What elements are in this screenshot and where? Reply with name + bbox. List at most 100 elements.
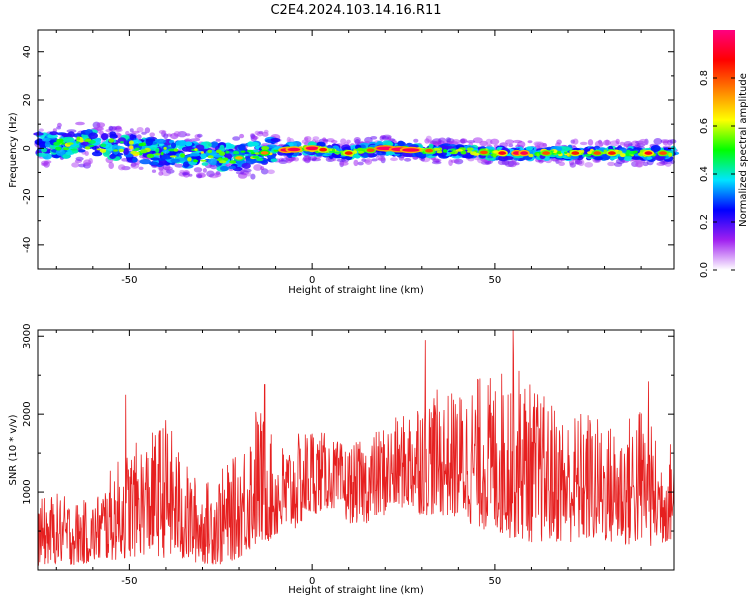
spectrogram-cell bbox=[620, 153, 626, 158]
spectrogram-cell bbox=[659, 151, 667, 155]
spectrogram-cell bbox=[315, 152, 323, 157]
spectrogram-cell bbox=[638, 138, 648, 146]
snr-y-tick-label: 2000 bbox=[22, 401, 33, 426]
spectrogram-cell bbox=[154, 153, 161, 156]
spectrogram-cell bbox=[207, 149, 213, 154]
spectrogram-cell bbox=[191, 155, 202, 160]
spectrogram-cell bbox=[480, 150, 488, 155]
spectrogram-cell bbox=[366, 148, 375, 152]
spectrogram-cell bbox=[571, 151, 580, 155]
spectrogram-cell bbox=[42, 137, 51, 142]
spectrogram-cell bbox=[113, 149, 119, 152]
spectrogram-cell bbox=[358, 150, 365, 154]
spectrogram-cell bbox=[130, 162, 137, 167]
spectrogram-cell bbox=[559, 146, 571, 152]
spectrogram-cell bbox=[200, 159, 207, 162]
spectrogram-cell bbox=[370, 136, 378, 140]
spectrogram-cell bbox=[346, 139, 351, 144]
spectrogram-cell bbox=[247, 141, 254, 147]
spectrogram-cell bbox=[207, 155, 214, 159]
spectrogram-cell bbox=[619, 141, 625, 146]
spectrogram-cell bbox=[538, 142, 548, 149]
spectrogram-cell bbox=[615, 138, 620, 145]
spectrogram-cell bbox=[240, 150, 246, 153]
spectrogram-x-tick-label: 50 bbox=[489, 275, 502, 286]
spectrogram-cell bbox=[287, 147, 301, 152]
spectrogram-cell bbox=[664, 160, 672, 167]
spectrogram-cell bbox=[84, 138, 92, 142]
spectrogram-cell bbox=[225, 150, 230, 154]
spectrogram-cell bbox=[497, 155, 509, 162]
spectrogram-cell bbox=[536, 153, 540, 157]
spectrogram-panel: -50 0 50 40 20 0 -20 -40 Height of straight li… bbox=[8, 29, 680, 296]
spectrogram-cell bbox=[136, 127, 144, 133]
spectrogram-cell bbox=[136, 134, 142, 140]
spectrogram-cell bbox=[498, 151, 507, 155]
spectrogram-cell bbox=[166, 133, 172, 137]
spectrogram-cell bbox=[256, 157, 264, 162]
spectrogram-cell bbox=[304, 136, 312, 142]
spectrogram-cell bbox=[200, 151, 204, 154]
spectrogram-cell bbox=[472, 137, 483, 144]
spectrogram-cell bbox=[587, 139, 594, 146]
spectrogram-cell bbox=[193, 167, 203, 173]
spectrogram-cell bbox=[71, 162, 80, 168]
spectrogram-cell bbox=[328, 150, 335, 153]
spectrogram-cell bbox=[232, 136, 241, 141]
spectrogram-cell bbox=[187, 157, 192, 162]
spectrogram-cell bbox=[128, 145, 134, 150]
spectrogram-cell bbox=[179, 169, 185, 174]
spectrogram-cell bbox=[158, 129, 167, 134]
spectrogram-cell bbox=[432, 141, 442, 147]
spectrogram-cell bbox=[525, 146, 534, 151]
spectrogram-cell bbox=[344, 151, 353, 155]
spectrogram-cell bbox=[55, 148, 65, 156]
spectrogram-cell bbox=[44, 141, 51, 148]
spectrogram-cell bbox=[132, 130, 140, 134]
spectrogram-frame bbox=[37, 29, 675, 270]
spectrogram-cell bbox=[250, 151, 255, 155]
spectrogram-cell bbox=[650, 145, 661, 152]
spectrogram-cell bbox=[466, 147, 474, 151]
spectrogram-cell bbox=[129, 128, 134, 133]
spectrogram-cell bbox=[574, 159, 583, 165]
spectrogram-cell bbox=[232, 150, 240, 155]
snr-x-axis-title: Height of straight line (km) bbox=[288, 585, 424, 596]
colorbar-tick-label: 0.4 bbox=[699, 166, 710, 182]
spectrogram-cell bbox=[66, 129, 77, 133]
spectrogram-cell bbox=[196, 174, 203, 179]
spectrogram-cell bbox=[200, 153, 207, 159]
spectrogram-cell bbox=[460, 150, 467, 155]
spectrogram-cell bbox=[222, 157, 229, 162]
spectrogram-cell bbox=[261, 146, 270, 151]
spectrogram-cell bbox=[66, 142, 74, 145]
spectrogram-cell bbox=[528, 153, 534, 158]
spectrogram-cell bbox=[267, 169, 275, 175]
spectrogram-cell bbox=[542, 151, 550, 155]
spectrogram-cell bbox=[158, 171, 164, 176]
spectrogram-cell bbox=[108, 138, 115, 143]
spectrogram-cell bbox=[608, 151, 616, 155]
spectrogram-cell bbox=[239, 133, 245, 139]
colorbar-ticks: 0.0 0.2 0.4 0.6 0.8 bbox=[699, 70, 735, 278]
spectrogram-cell bbox=[226, 143, 235, 149]
spectrogram-cell bbox=[56, 138, 64, 143]
spectrogram-cell bbox=[220, 165, 229, 172]
spectrogram-cell bbox=[266, 144, 278, 149]
colorbar-label: Normalized spectral amplitude bbox=[738, 73, 749, 227]
spectrogram-cell bbox=[75, 156, 84, 161]
spectrogram-blobs bbox=[33, 121, 680, 180]
spectrogram-cell bbox=[55, 146, 62, 151]
spectrogram-cell bbox=[445, 137, 451, 143]
spectrogram-cell bbox=[41, 147, 47, 153]
spectrogram-cell bbox=[235, 156, 243, 160]
spectrogram-cell bbox=[130, 150, 137, 155]
spectrogram-cell bbox=[63, 147, 69, 151]
spectrogram-y-tick-label: -20 bbox=[22, 188, 33, 204]
spectrogram-cell bbox=[263, 129, 269, 134]
spectrogram-cell bbox=[254, 152, 261, 155]
spectrogram-cell bbox=[96, 122, 106, 128]
spectrogram-cell bbox=[75, 121, 85, 126]
spectrogram-cell bbox=[62, 136, 74, 142]
spectrogram-y-tick-label: 0 bbox=[22, 145, 33, 151]
